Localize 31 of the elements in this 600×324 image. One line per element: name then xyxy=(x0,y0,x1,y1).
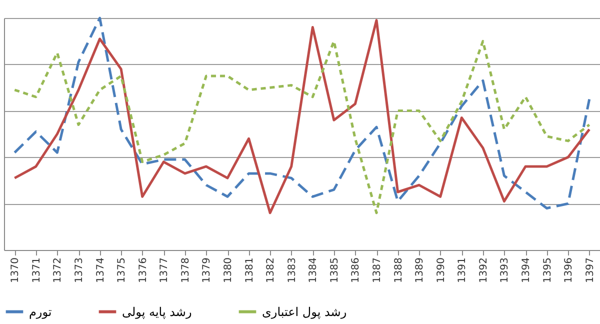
x-tick-label: 1383 xyxy=(286,258,298,283)
x-tick-label: 1375 xyxy=(116,258,128,283)
x-tick-label: 1394 xyxy=(521,258,532,283)
x-tick-label: 1384 xyxy=(308,258,320,283)
x-tick-label: 1378 xyxy=(180,258,192,283)
x-tick-label: 1386 xyxy=(350,258,362,283)
x-tick-label: 1370 xyxy=(10,258,22,283)
x-tick-label: 1387 xyxy=(372,258,383,283)
x-tick-label: 1388 xyxy=(393,258,404,283)
x-tick-label: 1391 xyxy=(457,258,468,283)
x-tick-label: 1382 xyxy=(266,258,277,283)
x-tick-label: 1376 xyxy=(138,258,149,283)
x-tick-label: 1390 xyxy=(436,258,447,283)
x-tick-label: 1395 xyxy=(542,258,554,283)
x-tick-label: 1374 xyxy=(95,258,106,283)
x-tick-label: 1392 xyxy=(478,258,490,283)
x-tick-label: 1389 xyxy=(414,258,426,283)
x-tick-label: 1381 xyxy=(244,258,256,283)
x-tick-label: 1373 xyxy=(74,258,85,283)
x-tick-label: 1379 xyxy=(202,258,213,283)
x-tick-label: 1393 xyxy=(500,258,511,283)
legend-label: رشد پایه پولی xyxy=(122,304,192,319)
x-tick-label: 1372 xyxy=(52,258,64,283)
x-tick-label: 1380 xyxy=(223,258,234,283)
x-tick-label: 1385 xyxy=(329,258,340,283)
x-tick-label: 1371 xyxy=(31,258,42,283)
x-tick-label: 1397 xyxy=(584,258,596,283)
x-tick-label: 1377 xyxy=(159,258,170,283)
legend-label: رشد پول اعتباری xyxy=(262,304,347,319)
legend-label: تورم xyxy=(29,304,52,319)
x-tick-label: 1396 xyxy=(564,258,575,283)
